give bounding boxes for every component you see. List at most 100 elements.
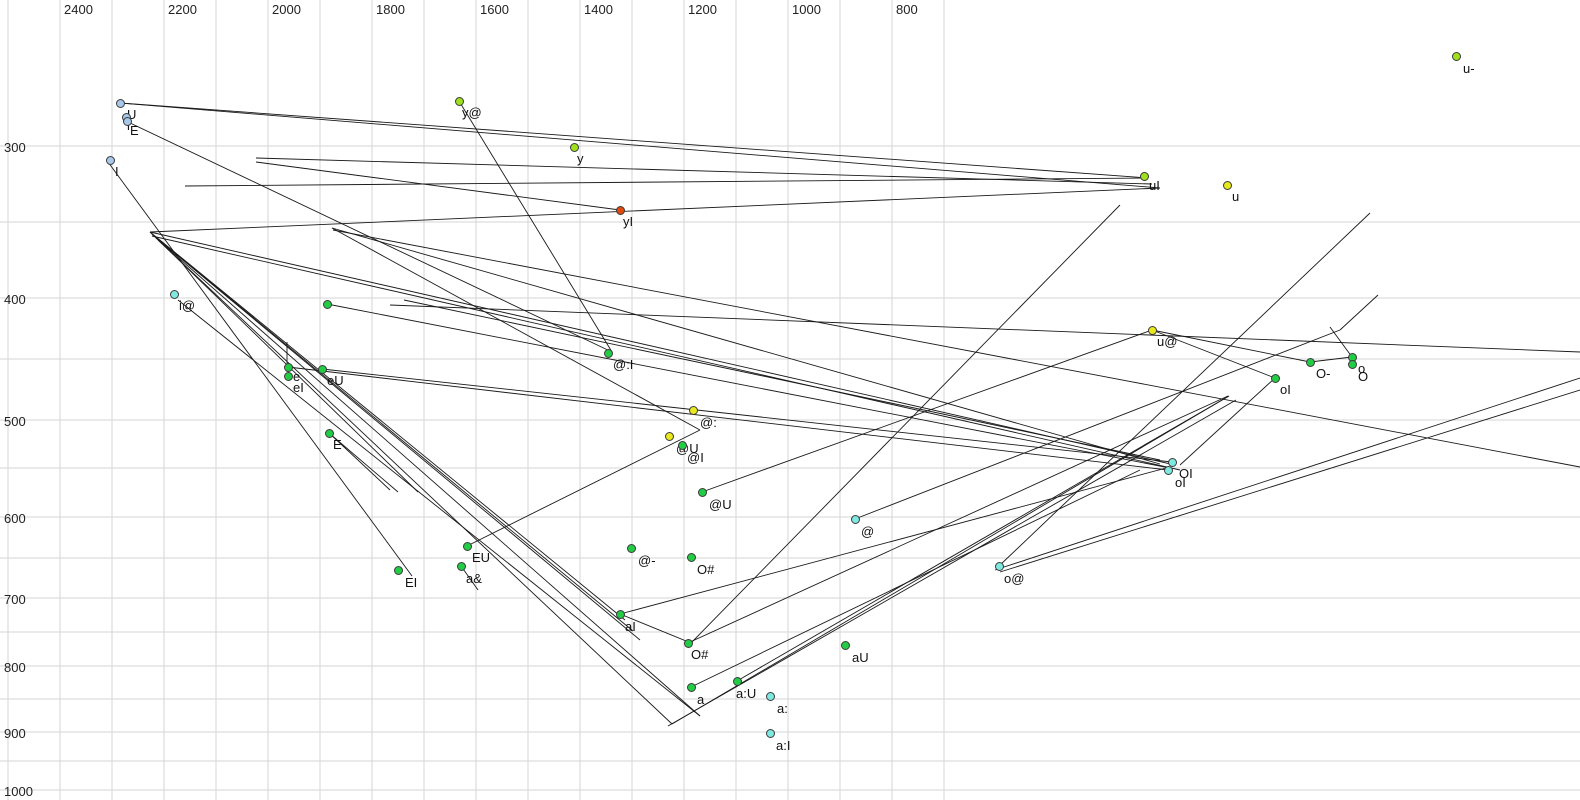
data-point-label: a:U bbox=[736, 686, 757, 701]
data-point-label: eI bbox=[293, 380, 304, 395]
x-tick-label: 2000 bbox=[272, 2, 301, 17]
y-tick-label: 1000 bbox=[4, 784, 33, 799]
data-point[interactable] bbox=[686, 682, 696, 692]
trajectory-lines bbox=[107, 100, 1580, 727]
data-point-label: oI bbox=[1280, 382, 1291, 397]
data-point-label: y bbox=[577, 151, 584, 166]
data-point[interactable] bbox=[454, 96, 464, 106]
data-point-label: @- bbox=[638, 553, 656, 568]
data-point-label: O- bbox=[1316, 366, 1331, 381]
data-point-label: @:I bbox=[613, 357, 634, 372]
data-point-label: y@ bbox=[462, 105, 482, 120]
data-point-label: u- bbox=[1463, 61, 1475, 76]
x-tick-label: 800 bbox=[896, 2, 918, 17]
data-point-label: EI bbox=[405, 575, 418, 590]
data-point[interactable] bbox=[683, 638, 693, 648]
data-point[interactable] bbox=[122, 116, 132, 126]
data-point[interactable] bbox=[105, 155, 115, 165]
data-point[interactable] bbox=[732, 676, 742, 686]
data-point-label: O# bbox=[691, 647, 709, 662]
data-point-label: EU bbox=[472, 550, 491, 565]
data-point-label: i bbox=[127, 118, 130, 133]
data-point-label: @: bbox=[700, 415, 717, 430]
data-point[interactable] bbox=[322, 299, 332, 309]
data-point-label: e bbox=[293, 369, 301, 384]
data-point-label: OI bbox=[1179, 466, 1193, 481]
data-point-label: o@ bbox=[1004, 571, 1025, 586]
data-point-label: U bbox=[127, 107, 137, 122]
data-point-label: i@ bbox=[179, 298, 196, 313]
data-point[interactable] bbox=[393, 565, 403, 575]
data-point-label: O# bbox=[697, 562, 715, 577]
data-point-label: a bbox=[697, 692, 705, 707]
data-point[interactable] bbox=[115, 98, 125, 108]
x-tick-label: 1200 bbox=[688, 2, 717, 17]
data-point[interactable] bbox=[850, 514, 860, 524]
data-point[interactable] bbox=[283, 362, 293, 372]
x-tick-label: 2200 bbox=[168, 2, 197, 17]
data-point[interactable] bbox=[462, 541, 472, 551]
data-point[interactable] bbox=[677, 440, 687, 450]
data-point[interactable] bbox=[1163, 465, 1173, 475]
data-point[interactable] bbox=[686, 552, 696, 562]
data-point[interactable] bbox=[324, 428, 334, 438]
y-tick-label: 600 bbox=[4, 511, 26, 526]
data-point-label: I bbox=[115, 164, 119, 179]
data-point[interactable] bbox=[765, 728, 775, 738]
data-point-label: o bbox=[1358, 361, 1366, 376]
data-point-label: @I bbox=[687, 450, 704, 465]
data-point[interactable] bbox=[688, 405, 698, 415]
data-point-label: oI bbox=[1175, 475, 1186, 490]
data-point[interactable] bbox=[626, 543, 636, 553]
data-point[interactable] bbox=[840, 640, 850, 650]
data-point[interactable] bbox=[1270, 373, 1280, 383]
data-point-label: a: bbox=[777, 701, 788, 716]
y-tick-label: 800 bbox=[4, 660, 26, 675]
data-point-label: aI bbox=[625, 619, 636, 634]
y-tick-label: 400 bbox=[4, 292, 26, 307]
x-tick-label: 1600 bbox=[480, 2, 509, 17]
data-point[interactable] bbox=[456, 561, 466, 571]
data-point[interactable] bbox=[283, 371, 293, 381]
data-point[interactable] bbox=[1222, 180, 1232, 190]
data-point[interactable] bbox=[1347, 359, 1357, 369]
data-point[interactable] bbox=[615, 205, 625, 215]
y-tick-label: 700 bbox=[4, 592, 26, 607]
data-point[interactable] bbox=[765, 691, 775, 701]
y-tick-label: 500 bbox=[4, 414, 26, 429]
data-point-label: u@ bbox=[1157, 334, 1178, 349]
data-point[interactable] bbox=[317, 364, 327, 374]
data-point[interactable] bbox=[615, 609, 625, 619]
data-point[interactable] bbox=[569, 142, 579, 152]
data-point-label: aU bbox=[852, 650, 869, 665]
data-point-label: u bbox=[1232, 189, 1240, 204]
data-point[interactable] bbox=[1167, 457, 1177, 467]
x-tick-label: 1000 bbox=[792, 2, 821, 17]
data-point-label: a:I bbox=[776, 738, 791, 753]
data-point[interactable] bbox=[664, 431, 674, 441]
data-point-label: a& bbox=[466, 571, 482, 586]
x-tick-label: 2400 bbox=[64, 2, 93, 17]
data-point[interactable] bbox=[1305, 357, 1315, 367]
data-point-label: eU bbox=[327, 373, 344, 388]
data-point[interactable] bbox=[1139, 171, 1149, 181]
data-point-label: E bbox=[130, 123, 139, 138]
data-point-label: O bbox=[1358, 369, 1369, 384]
data-point-label: uI bbox=[1149, 178, 1160, 193]
x-tick-label: 1800 bbox=[376, 2, 405, 17]
data-point[interactable] bbox=[1451, 51, 1461, 61]
data-point-label: @U bbox=[709, 497, 732, 512]
data-point-label: yI bbox=[623, 214, 634, 229]
data-point[interactable] bbox=[169, 289, 179, 299]
data-point-label: E bbox=[333, 437, 342, 452]
data-point[interactable] bbox=[994, 561, 1004, 571]
y-tick-label: 300 bbox=[4, 140, 26, 155]
x-tick-label: 1400 bbox=[584, 2, 613, 17]
data-point[interactable] bbox=[603, 348, 613, 358]
data-point[interactable] bbox=[1147, 325, 1157, 335]
data-point-label: @ bbox=[861, 524, 875, 539]
data-point[interactable] bbox=[697, 487, 707, 497]
